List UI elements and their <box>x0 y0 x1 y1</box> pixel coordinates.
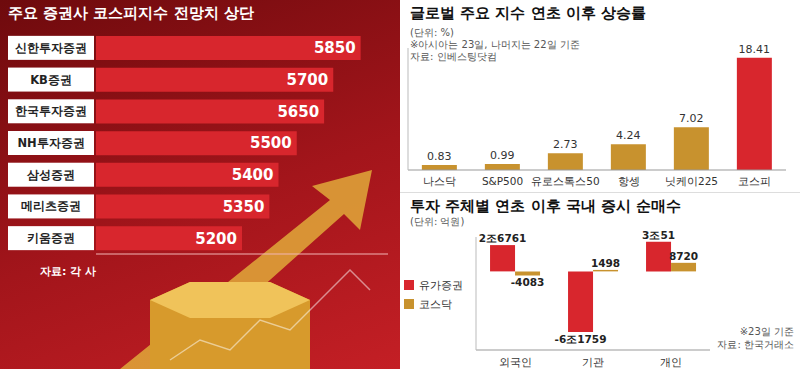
html-text:(단위: 억원): (단위: 억원) <box>410 216 465 227</box>
svg-text:기관: 기관 <box>582 356 604 369</box>
svg-text:-6조1759: -6조1759 <box>555 333 607 345</box>
svg-text:18.41: 18.41 <box>739 43 771 56</box>
svg-text:S&P500: S&P500 <box>482 175 523 187</box>
html-text:(단위: %): (단위: %) <box>410 27 454 38</box>
svg-text:5650: 5650 <box>277 103 319 121</box>
svg-text:2.73: 2.73 <box>553 138 578 151</box>
svg-text:항셍: 항셍 <box>618 175 640 187</box>
svg-text:5400: 5400 <box>232 166 274 184</box>
svg-text:2조6761: 2조6761 <box>479 232 527 244</box>
svg-text:7.02: 7.02 <box>679 112 704 125</box>
html-text:자료: 각 사: 자료: 각 사 <box>40 265 97 278</box>
svg-text:5350: 5350 <box>223 198 265 216</box>
svg-text:0.99: 0.99 <box>490 149 515 162</box>
html-text:※아시아는 23일, 나머지는 22일 기준: ※아시아는 23일, 나머지는 22일 기준 <box>410 39 580 50</box>
svg-text:개인: 개인 <box>660 356 682 369</box>
svg-text:KB증권: KB증권 <box>30 73 72 87</box>
svg-text:한국투자증권: 한국투자증권 <box>15 104 87 118</box>
html-text:투자 주체별 연초 이후 국내 증시 순매수: 투자 주체별 연초 이후 국내 증시 순매수 <box>410 197 682 215</box>
html-text:코스닥: 코스닥 <box>419 297 452 311</box>
html-text:자료: 인베스팅닷컴: 자료: 인베스팅닷컴 <box>410 51 497 62</box>
svg-text:5200: 5200 <box>195 230 237 248</box>
svg-text:유로스톡스50: 유로스톡스50 <box>531 175 599 187</box>
html-text:주요 증권사 코스피지수 전망치 상단: 주요 증권사 코스피지수 전망치 상단 <box>8 4 254 22</box>
svg-text:3조51: 3조51 <box>642 229 675 241</box>
svg-text:외국인: 외국인 <box>499 356 532 369</box>
svg-text:0.83: 0.83 <box>427 150 452 163</box>
svg-text:메리츠증권: 메리츠증권 <box>21 199 81 213</box>
svg-text:1498: 1498 <box>591 257 620 269</box>
svg-text:8720: 8720 <box>669 250 698 262</box>
html-text:글로벌 주요 지수 연초 이후 상승률: 글로벌 주요 지수 연초 이후 상승률 <box>410 4 647 22</box>
svg-text:NH투자증권: NH투자증권 <box>17 136 84 150</box>
html-text:※23일 기준: ※23일 기준 <box>739 326 794 337</box>
svg-text:5700: 5700 <box>287 71 329 89</box>
svg-text:4.24: 4.24 <box>616 129 641 142</box>
html-text:자료: 한국거래소: 자료: 한국거래소 <box>717 339 794 350</box>
svg-text:5500: 5500 <box>250 134 292 152</box>
svg-text:닛케이225: 닛케이225 <box>665 175 718 187</box>
svg-text:코스피: 코스피 <box>738 175 771 187</box>
svg-text:-4083: -4083 <box>511 276 545 288</box>
svg-text:삼성증권: 삼성증권 <box>26 168 75 182</box>
svg-text:5850: 5850 <box>314 39 356 57</box>
svg-text:나스닥: 나스닥 <box>423 175 456 187</box>
svg-text:키움증권: 키움증권 <box>27 231 75 245</box>
html-text:유가증권: 유가증권 <box>419 278 463 292</box>
svg-text:신한투자증권: 신한투자증권 <box>15 41 87 55</box>
